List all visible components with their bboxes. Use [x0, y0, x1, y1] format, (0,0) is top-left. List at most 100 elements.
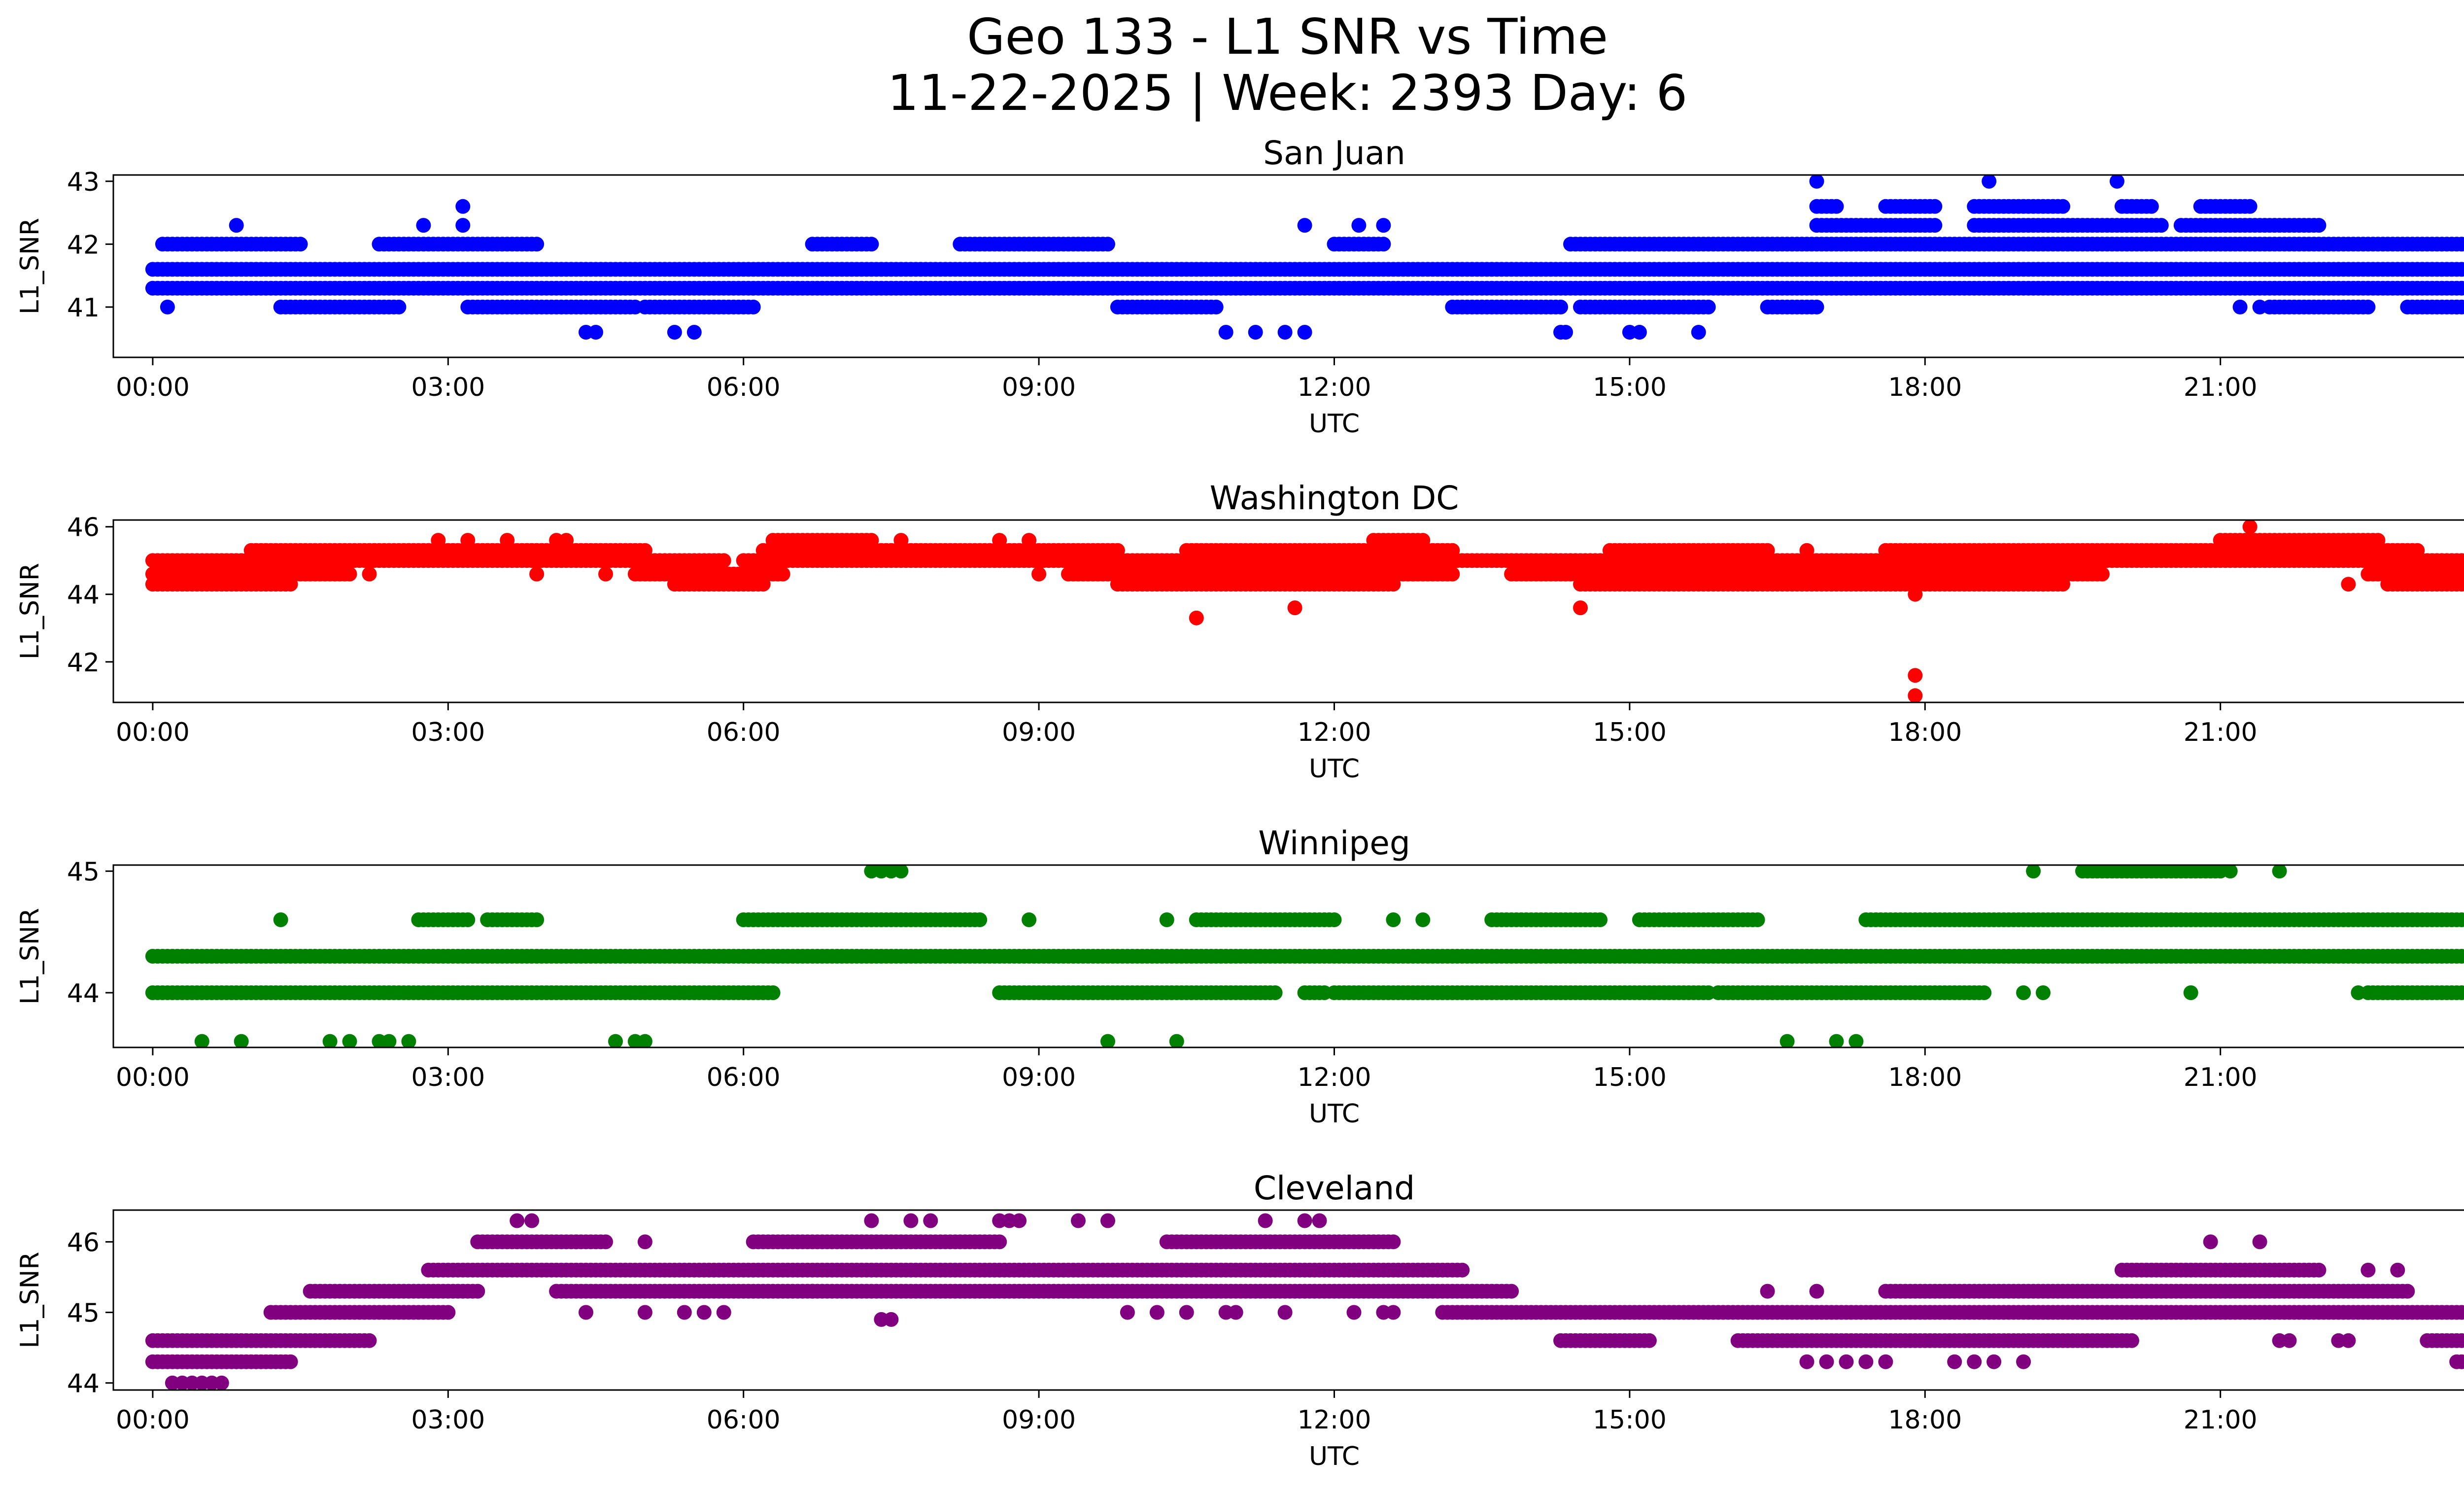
- x-tick-label: 03:00: [411, 1063, 485, 1092]
- data-point: [1809, 299, 1824, 314]
- x-tick-label: 21:00: [2184, 1063, 2258, 1092]
- data-point: [2124, 1333, 2139, 1348]
- x-tick-label: 06:00: [707, 1063, 781, 1092]
- data-point: [1287, 577, 1302, 592]
- data-point: [1415, 912, 1431, 927]
- data-point: [2459, 567, 2464, 581]
- data-point: [401, 1034, 416, 1047]
- data-point: [1405, 566, 1421, 582]
- x-tick-label: 18:00: [1888, 373, 1962, 402]
- y-tick-label: 42: [67, 230, 100, 260]
- data-point: [500, 533, 515, 548]
- data-point: [864, 237, 879, 252]
- x-tick-label: 12:00: [1298, 718, 1371, 747]
- data-point: [1760, 543, 1775, 558]
- data-point: [2459, 1333, 2464, 1348]
- data-point: [637, 543, 652, 558]
- data-point: [1208, 299, 1224, 314]
- data-point: [1110, 543, 1125, 558]
- data-point: [1982, 175, 1997, 189]
- data-point: [229, 218, 244, 233]
- x-tick-label: 06:00: [707, 718, 781, 747]
- data-point: [1780, 1034, 1795, 1047]
- data-point: [1100, 237, 1115, 252]
- series-points: [145, 520, 2464, 702]
- data-point: [2183, 985, 2198, 1000]
- x-axis-label: UTC: [1309, 754, 1360, 784]
- data-point: [322, 1034, 338, 1047]
- data-point: [2242, 199, 2258, 214]
- data-point: [1100, 1034, 1115, 1047]
- data-point: [441, 1305, 456, 1320]
- data-point: [2144, 199, 2159, 214]
- data-point: [893, 865, 909, 879]
- data-point: [1277, 325, 1293, 340]
- data-point: [431, 533, 446, 548]
- data-point: [775, 566, 790, 582]
- x-tick-label: 03:00: [411, 373, 485, 402]
- data-point: [391, 299, 407, 314]
- data-point: [2055, 199, 2070, 214]
- series-points: [145, 1213, 2464, 1390]
- data-point: [2390, 985, 2405, 1000]
- data-point: [1267, 985, 1283, 1000]
- x-tick-label: 00:00: [116, 718, 190, 747]
- data-point: [1691, 325, 1706, 340]
- data-point: [1558, 325, 1573, 340]
- data-point: [1022, 533, 1037, 548]
- data-point: [686, 325, 702, 340]
- data-point: [864, 533, 879, 548]
- data-point: [2459, 262, 2464, 277]
- figure-title-line-1: Geo 133 - L1 SNR vs Time: [967, 8, 1608, 66]
- data-point: [992, 533, 1007, 548]
- data-point: [2311, 218, 2327, 233]
- y-axis-label: L1_SNR: [15, 563, 45, 660]
- data-point: [416, 218, 431, 233]
- data-point: [2459, 554, 2464, 568]
- x-tick-label: 09:00: [1002, 373, 1076, 402]
- data-point: [2410, 543, 2425, 558]
- data-point: [1415, 533, 1431, 548]
- data-point: [1287, 600, 1302, 616]
- data-point: [746, 299, 761, 314]
- data-point: [194, 1034, 209, 1047]
- x-tick-label: 18:00: [1888, 1063, 1962, 1092]
- data-point: [2272, 865, 2287, 879]
- data-point: [2459, 949, 2464, 964]
- y-tick-label: 44: [67, 979, 100, 1008]
- data-point: [2449, 299, 2464, 314]
- data-point: [1351, 218, 1367, 233]
- data-point: [1218, 325, 1233, 340]
- data-point: [2459, 237, 2464, 251]
- data-point: [1159, 912, 1174, 927]
- y-tick-label: 44: [67, 581, 100, 610]
- data-point: [1642, 1333, 1657, 1348]
- data-point: [1327, 912, 1342, 927]
- x-tick-label: 18:00: [1888, 718, 1962, 747]
- x-tick-label: 06:00: [707, 373, 781, 402]
- data-point: [2036, 577, 2051, 592]
- y-tick-label: 45: [67, 857, 100, 887]
- data-point: [598, 566, 613, 582]
- data-point: [1169, 1034, 1184, 1047]
- data-point: [2459, 985, 2464, 1000]
- x-tick-label: 03:00: [411, 718, 485, 747]
- data-point: [1848, 1034, 1864, 1047]
- chart-title: San Juan: [1263, 134, 1405, 172]
- data-point: [893, 533, 909, 548]
- x-tick-label: 12:00: [1298, 1063, 1371, 1092]
- data-point: [362, 566, 377, 582]
- data-point: [1701, 299, 1716, 314]
- data-point: [1809, 175, 1824, 189]
- data-point: [2459, 1305, 2464, 1320]
- data-point: [716, 553, 731, 568]
- data-point: [160, 299, 175, 314]
- y-axis-label: L1_SNR: [15, 218, 45, 314]
- x-tick-label: 21:00: [2184, 718, 2258, 747]
- data-point: [2223, 865, 2238, 879]
- data-point: [2459, 281, 2464, 295]
